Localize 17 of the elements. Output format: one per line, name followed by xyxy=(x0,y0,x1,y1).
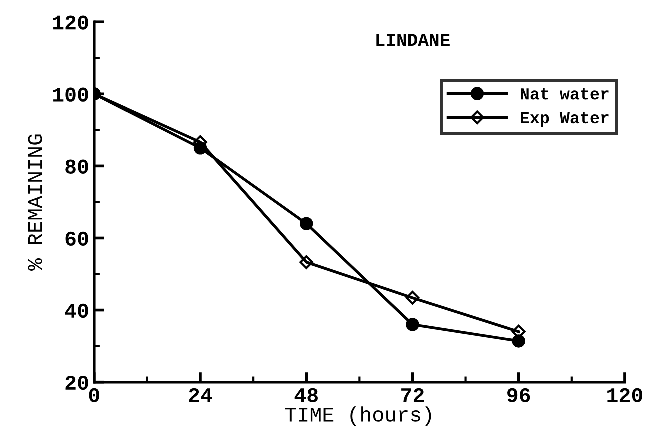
x-tick-label: 72 xyxy=(402,388,424,402)
y-axis-title: % REMAINING xyxy=(28,134,42,271)
legend-label: Nat water xyxy=(521,88,609,100)
x-tick-label: 0 xyxy=(89,388,100,402)
x-tick-label: 96 xyxy=(508,388,530,402)
x-tick-label: 48 xyxy=(294,388,318,402)
x-axis-title: TIME (hours) xyxy=(285,406,432,426)
y-tick-label: 100 xyxy=(53,88,88,102)
y-tick-label: 40 xyxy=(65,304,88,318)
x-tick-label: 24 xyxy=(189,388,212,402)
chart-title: LINDANE xyxy=(376,34,450,46)
y-tick-label: 20 xyxy=(66,376,88,390)
y-tick-label: 60 xyxy=(66,232,88,246)
y-tick-label: 80 xyxy=(66,160,88,174)
legend-label: Exp Water xyxy=(521,112,609,127)
y-tick-label: 120 xyxy=(53,16,88,30)
x-tick-label: 120 xyxy=(608,388,643,402)
